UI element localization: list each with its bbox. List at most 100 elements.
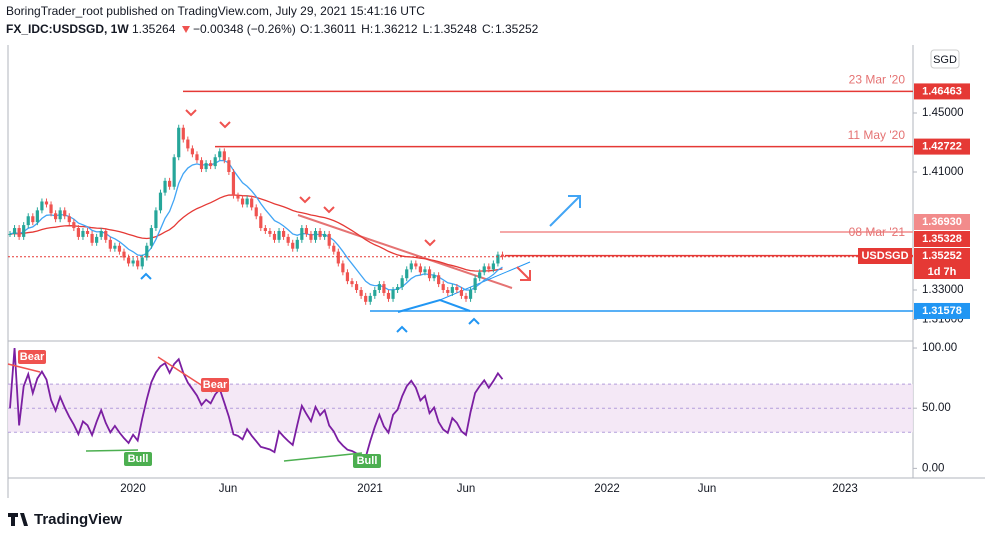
rsi-tick-label: 50.00 bbox=[922, 402, 951, 414]
symbol-badge bbox=[858, 248, 912, 264]
bull-markers bbox=[140, 272, 480, 333]
candle bbox=[382, 284, 386, 293]
candle bbox=[122, 251, 126, 258]
candle bbox=[427, 269, 432, 279]
price-badge-label: 1.42722 bbox=[922, 141, 962, 153]
candle bbox=[304, 228, 308, 234]
price-badge bbox=[914, 214, 970, 230]
bull-divergence bbox=[85, 449, 139, 452]
candle bbox=[295, 239, 299, 249]
candle bbox=[81, 230, 85, 237]
candle bbox=[437, 275, 441, 285]
candle bbox=[391, 289, 395, 299]
candle bbox=[405, 269, 409, 279]
trendline bbox=[297, 214, 513, 289]
candle bbox=[204, 163, 208, 170]
divergence-tag bbox=[353, 454, 381, 468]
candle bbox=[313, 230, 318, 240]
candle bbox=[318, 230, 322, 237]
up-arrow bbox=[549, 195, 581, 227]
x-tick-label: 2020 bbox=[120, 483, 146, 495]
candle bbox=[254, 207, 258, 217]
candle bbox=[72, 222, 76, 229]
candle bbox=[17, 228, 21, 237]
ohlc-value: 1.35252 bbox=[495, 22, 539, 36]
candle bbox=[58, 210, 62, 220]
candle bbox=[377, 284, 381, 290]
candle bbox=[487, 266, 491, 270]
candle bbox=[396, 287, 400, 290]
candle bbox=[131, 260, 135, 264]
footer: TradingView bbox=[8, 511, 122, 528]
candle bbox=[145, 245, 149, 258]
price-badge-label: 1.31578 bbox=[922, 305, 962, 317]
price-badge-label: 1.36930 bbox=[922, 216, 962, 228]
x-tick-label: Jun bbox=[219, 483, 238, 495]
ohlc-key: C: bbox=[482, 22, 494, 36]
candle bbox=[468, 289, 473, 299]
candle bbox=[54, 213, 58, 220]
divergence-tag bbox=[201, 378, 229, 392]
x-tick-label: 2022 bbox=[594, 483, 620, 495]
candle bbox=[49, 204, 53, 214]
candle bbox=[76, 228, 80, 237]
candle bbox=[231, 171, 236, 196]
level-date: 11 May '20 bbox=[848, 128, 906, 142]
candle bbox=[496, 254, 500, 264]
ohlc-value: 1.35248 bbox=[434, 22, 478, 36]
candle bbox=[291, 242, 295, 249]
candle bbox=[140, 257, 144, 267]
candle bbox=[491, 263, 495, 270]
candle bbox=[309, 233, 313, 240]
price-badge bbox=[914, 302, 970, 319]
currency: SGD bbox=[933, 54, 957, 66]
candle bbox=[282, 230, 286, 237]
footer-brand: TradingView bbox=[34, 511, 122, 528]
price-badge-label: 1.35252 bbox=[922, 250, 962, 262]
candle bbox=[163, 180, 167, 193]
bear-markers bbox=[185, 109, 436, 247]
candle bbox=[368, 295, 372, 302]
candle bbox=[245, 198, 249, 205]
candle bbox=[345, 272, 350, 282]
candle bbox=[199, 160, 204, 170]
candle bbox=[473, 278, 477, 290]
candle bbox=[263, 228, 267, 231]
candle bbox=[336, 251, 340, 264]
candle bbox=[186, 139, 190, 149]
candle bbox=[240, 198, 245, 205]
divergence-tag bbox=[124, 452, 152, 466]
triangle-edge bbox=[439, 261, 531, 301]
drawings bbox=[140, 109, 581, 333]
candle bbox=[350, 281, 354, 285]
candle bbox=[386, 292, 391, 299]
candle bbox=[149, 228, 153, 246]
candle bbox=[104, 230, 108, 240]
candle bbox=[213, 157, 217, 167]
y-tick-label: 1.33000 bbox=[922, 284, 964, 296]
candle bbox=[500, 254, 505, 257]
price-badge bbox=[914, 248, 970, 264]
divergence-label: Bear bbox=[203, 379, 228, 391]
candle bbox=[446, 289, 450, 293]
ohlc-value: 1.36212 bbox=[374, 22, 418, 36]
candle bbox=[90, 233, 94, 243]
candle bbox=[190, 148, 194, 155]
candle bbox=[418, 266, 422, 273]
candle bbox=[354, 284, 359, 290]
candle bbox=[177, 127, 181, 158]
rsi-tick-label: 0.00 bbox=[922, 462, 944, 474]
candle bbox=[195, 154, 199, 161]
change: −0.00348 (−0.26%) bbox=[193, 22, 296, 36]
down-arrow bbox=[516, 266, 531, 281]
candle bbox=[359, 289, 363, 296]
candle bbox=[482, 266, 486, 273]
candle bbox=[40, 201, 44, 211]
candle bbox=[478, 272, 482, 279]
candle bbox=[222, 151, 226, 161]
divergence-label: Bull bbox=[357, 455, 378, 467]
countdown-badge bbox=[914, 264, 970, 279]
logo bbox=[8, 513, 28, 526]
x-tick-label: Jun bbox=[698, 483, 717, 495]
